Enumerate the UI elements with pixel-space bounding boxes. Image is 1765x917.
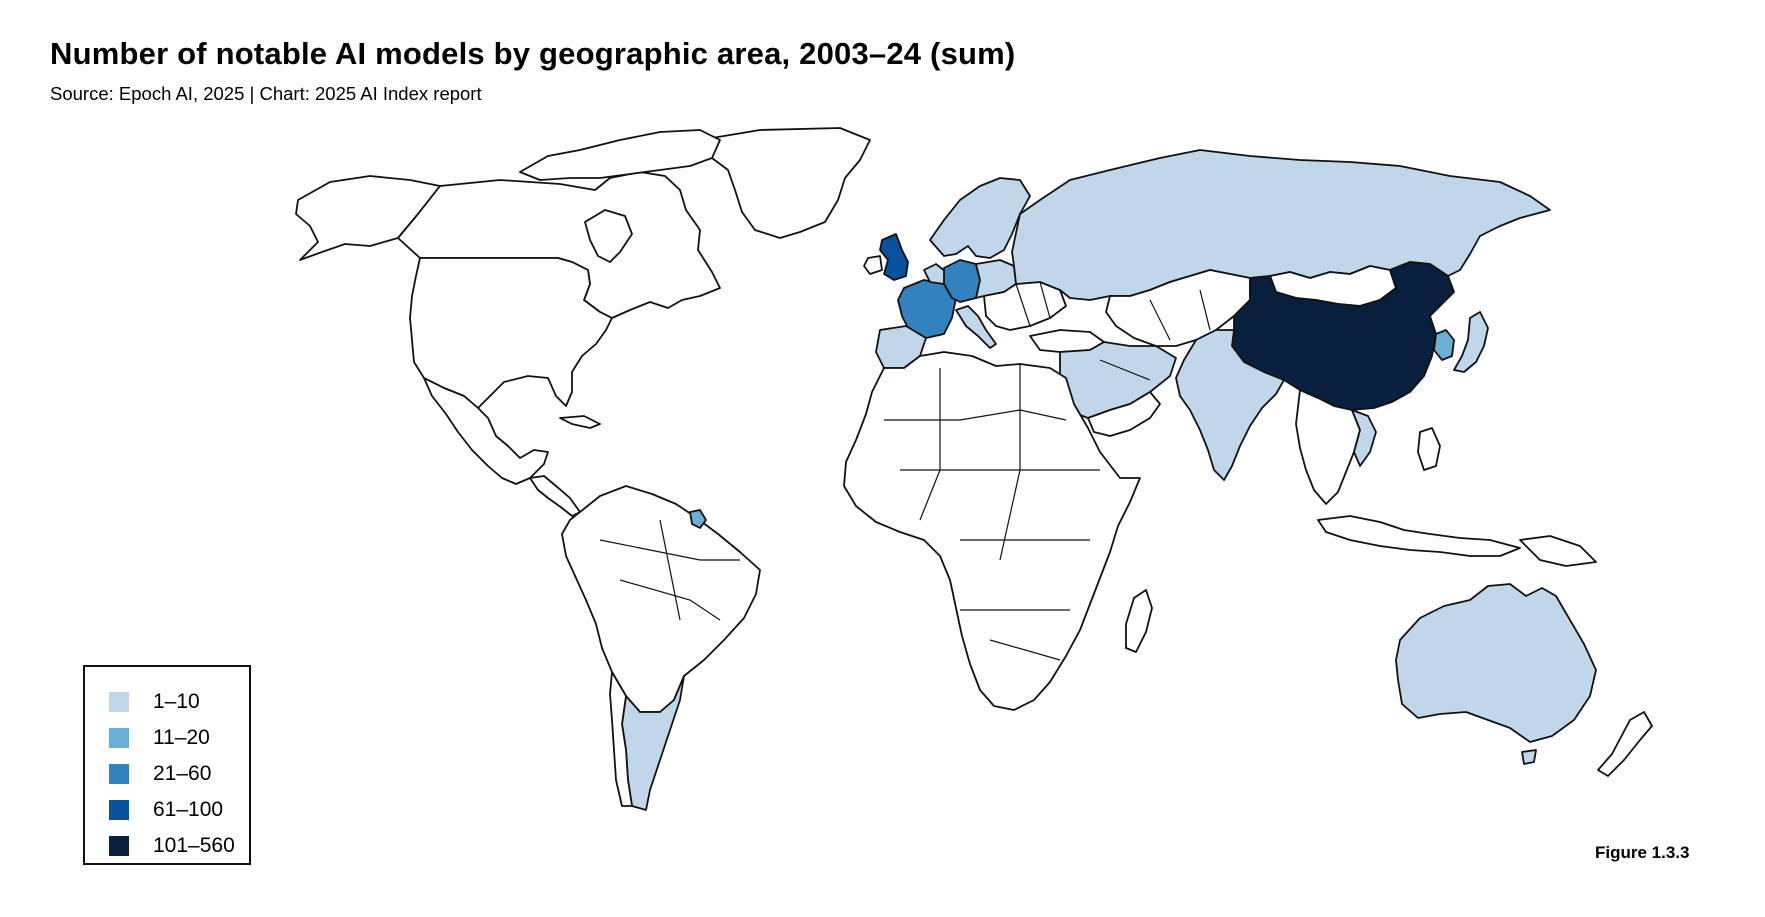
border-asia-1 <box>1149 299 1171 341</box>
region-vietnam <box>1351 409 1377 467</box>
region-ireland <box>863 255 883 275</box>
border-asia-2 <box>1199 289 1211 331</box>
legend-swatch <box>109 800 129 820</box>
border-eu-1 <box>1015 283 1031 327</box>
region-india <box>1175 329 1285 481</box>
region-french-guiana <box>689 509 707 529</box>
border-sa-1 <box>599 539 740 561</box>
hudson-bay <box>584 209 633 263</box>
region-cuba <box>559 415 601 429</box>
legend-label: 21–60 <box>153 762 212 785</box>
region-greenland <box>699 127 871 239</box>
region-united-kingdom <box>879 233 909 281</box>
border-sa-2 <box>619 579 721 621</box>
legend-label: 61–100 <box>153 798 224 821</box>
region-madagascar <box>1125 589 1153 653</box>
border-me-1 <box>1099 359 1151 381</box>
region-japan <box>1453 311 1489 373</box>
region-africa <box>843 351 1141 711</box>
legend-item-4: 61–100 <box>109 798 223 822</box>
legend-item-5: 101–560 <box>109 834 235 858</box>
region-australia <box>1395 583 1597 743</box>
border-africa-7 <box>989 639 1061 661</box>
region-mexico <box>423 377 549 485</box>
legend-item-1: 1–10 <box>109 690 200 714</box>
legend-swatch <box>109 728 129 748</box>
region-new-zealand <box>1597 711 1653 777</box>
region-eastern-europe <box>983 281 1067 331</box>
region-united-states <box>409 257 613 409</box>
legend-item-2: 11–20 <box>109 726 210 750</box>
figure-label: Figure 1.3.3 <box>1595 843 1690 862</box>
legend-swatch <box>109 836 129 856</box>
region-central-america <box>529 475 581 517</box>
region-philippines <box>1417 427 1441 471</box>
chart-title: Number of notable AI models by geographi… <box>50 36 1016 71</box>
region-chile <box>609 671 633 807</box>
region-southeast-asia <box>1295 389 1361 505</box>
legend-label: 11–20 <box>153 726 210 749</box>
region-canada-islands <box>519 129 721 181</box>
chart-source: Source: Epoch AI, 2025 | Chart: 2025 AI … <box>50 83 482 104</box>
region-arabia-south <box>1087 391 1161 437</box>
legend-item-3: 21–60 <box>109 762 211 786</box>
legend-swatch <box>109 764 129 784</box>
region-indonesia <box>1317 515 1521 557</box>
border-sa-3 <box>659 519 681 621</box>
legend-swatch <box>109 692 129 712</box>
region-papua <box>1519 535 1597 567</box>
legend-label: 1–10 <box>153 690 200 713</box>
region-italy <box>955 305 997 349</box>
legend: 1–10 11–20 21–60 61–100 101–560 <box>83 665 251 865</box>
region-scandinavia <box>929 177 1031 259</box>
border-africa-1 <box>884 409 1067 421</box>
region-tasmania <box>1521 749 1537 765</box>
border-eu-2 <box>1039 281 1051 319</box>
region-south-korea <box>1433 329 1455 361</box>
region-united-states-alaska <box>295 175 441 261</box>
legend-label: 101–560 <box>153 834 235 857</box>
region-south-america <box>561 485 761 713</box>
